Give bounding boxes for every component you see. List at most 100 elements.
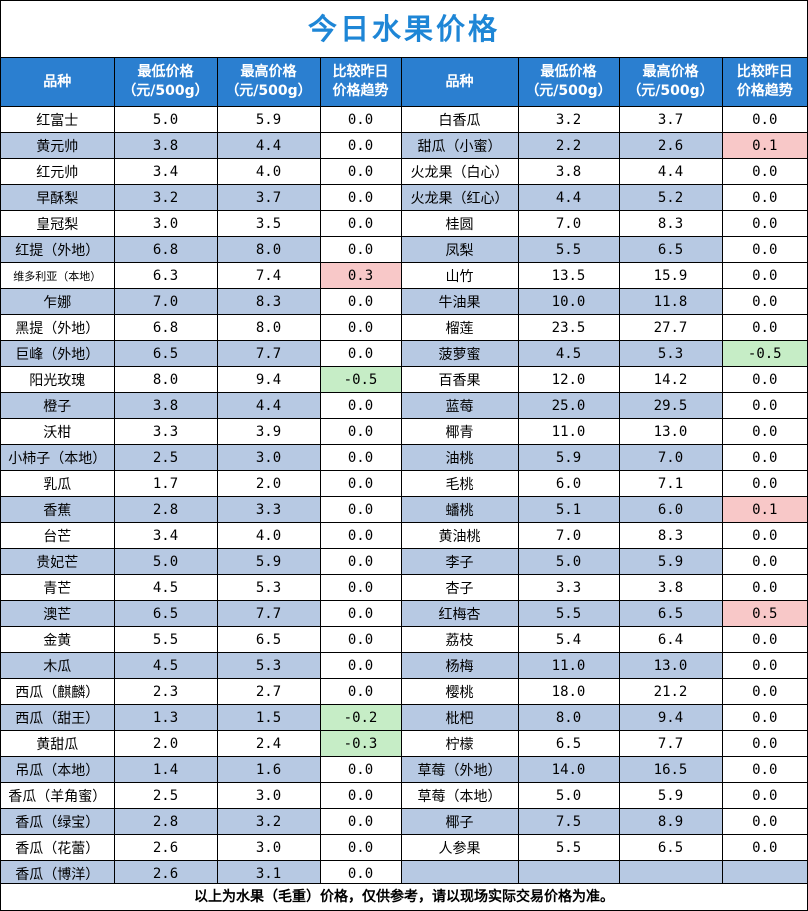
table-row: 红提（外地） 6.8 8.0 0.0 凤梨 5.5 6.5 0.0 [1, 236, 807, 263]
min-price: 2.8 [113, 808, 218, 835]
price-trend: -0.5 [721, 340, 807, 367]
price-trend: 0.1 [721, 132, 807, 159]
price-trend: 0.0 [319, 470, 402, 497]
max-price: 27.7 [618, 314, 723, 341]
max-price: 7.1 [618, 470, 723, 497]
price-trend: 0.0 [721, 366, 807, 393]
price-trend: 0.0 [721, 834, 807, 861]
table-row: 黄甜瓜 2.0 2.4 -0.3 柠檬 6.5 7.7 0.0 [1, 730, 807, 757]
max-price: 4.0 [216, 158, 321, 185]
fruit-name: 甜瓜（小蜜） [400, 132, 519, 159]
table-row: 沃柑 3.3 3.9 0.0 椰青 11.0 13.0 0.0 [1, 418, 807, 445]
max-price: 11.8 [618, 288, 723, 315]
price-trend: 0.5 [721, 600, 807, 627]
table-body: 红富士 5.0 5.9 0.0 白香瓜 3.2 3.7 0.0 黄元帅 3.8 4.4 0.0 甜瓜（小… [1, 106, 807, 887]
header-min-price: 最低价格 （元/500g） [113, 58, 218, 107]
header-max-price: 最高价格 （元/500g） [618, 58, 723, 107]
min-price: 3.3 [113, 418, 218, 445]
min-price: 3.4 [113, 158, 218, 185]
table-row: 吊瓜（本地） 1.4 1.6 0.0 草莓（外地） 14.0 16.5 0.0 [1, 756, 807, 783]
price-trend: 0.0 [319, 418, 402, 445]
fruit-name: 杨梅 [400, 652, 519, 679]
max-price: 6.5 [618, 600, 723, 627]
max-price: 29.5 [618, 392, 723, 419]
price-trend: 0.0 [721, 704, 807, 731]
max-price: 6.0 [618, 496, 723, 523]
min-price: 5.0 [113, 106, 218, 133]
price-trend: 0.0 [319, 756, 402, 783]
max-price: 8.9 [618, 808, 723, 835]
header-min-price: 最低价格 （元/500g） [517, 58, 620, 107]
fruit-name: 维多利亚（本地） [1, 262, 115, 289]
min-price: 2.5 [113, 444, 218, 471]
header-trend: 比较昨日 价格趋势 [319, 58, 402, 107]
price-trend: 0.0 [319, 808, 402, 835]
fruit-name: 黑提（外地） [1, 314, 115, 341]
table-row: 小柿子（本地） 2.5 3.0 0.0 油桃 5.9 7.0 0.0 [1, 444, 807, 471]
max-price: 6.5 [618, 834, 723, 861]
min-price: 5.0 [517, 548, 620, 575]
fruit-name: 蓝莓 [400, 392, 519, 419]
fruit-name: 火龙果（红心） [400, 184, 519, 211]
max-price: 8.0 [216, 236, 321, 263]
fruit-name: 香蕉 [1, 496, 115, 523]
fruit-name: 香瓜（博洋） [1, 860, 115, 887]
fruit-name: 香瓜（绿宝） [1, 808, 115, 835]
empty-cell [618, 860, 723, 887]
price-trend: 0.0 [319, 288, 402, 315]
price-trend: 0.0 [319, 574, 402, 601]
fruit-name: 菠萝蜜 [400, 340, 519, 367]
min-price: 3.0 [113, 210, 218, 237]
price-trend: 0.0 [721, 782, 807, 809]
max-price: 9.4 [618, 704, 723, 731]
price-trend: 0.0 [319, 834, 402, 861]
max-price: 6.5 [216, 626, 321, 653]
price-trend: 0.0 [319, 600, 402, 627]
max-price: 21.2 [618, 678, 723, 705]
min-price: 4.5 [113, 574, 218, 601]
footer-note: 以上为水果（毛重）价格，仅供参考，请以现场实际交易价格为准。 [1, 883, 807, 910]
min-price: 3.8 [113, 132, 218, 159]
min-price: 7.0 [113, 288, 218, 315]
page-title: 今日水果价格 [1, 1, 807, 58]
fruit-name: 香瓜（花蕾） [1, 834, 115, 861]
fruit-name: 榴莲 [400, 314, 519, 341]
price-trend: 0.0 [319, 392, 402, 419]
max-price: 8.3 [618, 522, 723, 549]
min-price: 18.0 [517, 678, 620, 705]
table-row: 黑提（外地） 6.8 8.0 0.0 榴莲 23.5 27.7 0.0 [1, 314, 807, 341]
max-price: 16.5 [618, 756, 723, 783]
fruit-name: 蟠桃 [400, 496, 519, 523]
price-trend: 0.0 [721, 210, 807, 237]
max-price: 5.9 [618, 782, 723, 809]
table-row: 橙子 3.8 4.4 0.0 蓝莓 25.0 29.5 0.0 [1, 392, 807, 419]
fruit-name: 桂圆 [400, 210, 519, 237]
fruit-name: 青芒 [1, 574, 115, 601]
fruit-name: 香瓜（羊角蜜） [1, 782, 115, 809]
fruit-name: 红梅杏 [400, 600, 519, 627]
price-trend: 0.0 [319, 522, 402, 549]
min-price: 1.7 [113, 470, 218, 497]
min-price: 4.4 [517, 184, 620, 211]
min-price: 6.0 [517, 470, 620, 497]
min-price: 5.5 [517, 600, 620, 627]
price-trend: 0.0 [721, 808, 807, 835]
fruit-name: 红元帅 [1, 158, 115, 185]
max-price: 8.0 [216, 314, 321, 341]
price-trend: -0.5 [319, 366, 402, 393]
fruit-name: 贵妃芒 [1, 548, 115, 575]
price-trend: 0.0 [721, 548, 807, 575]
table-row: 皇冠梨 3.0 3.5 0.0 桂圆 7.0 8.3 0.0 [1, 210, 807, 237]
price-trend: 0.0 [319, 444, 402, 471]
price-trend: 0.0 [721, 158, 807, 185]
max-price: 5.9 [618, 548, 723, 575]
table-row: 木瓜 4.5 5.3 0.0 杨梅 11.0 13.0 0.0 [1, 652, 807, 679]
table-row: 澳芒 6.5 7.7 0.0 红梅杏 5.5 6.5 0.5 [1, 600, 807, 627]
header-trend: 比较昨日 价格趋势 [721, 58, 807, 107]
price-trend: -0.2 [319, 704, 402, 731]
fruit-name: 椰青 [400, 418, 519, 445]
min-price: 2.8 [113, 496, 218, 523]
max-price: 5.2 [618, 184, 723, 211]
price-trend: 0.0 [721, 756, 807, 783]
table-row: 阳光玫瑰 8.0 9.4 -0.5 百香果 12.0 14.2 0.0 [1, 366, 807, 393]
